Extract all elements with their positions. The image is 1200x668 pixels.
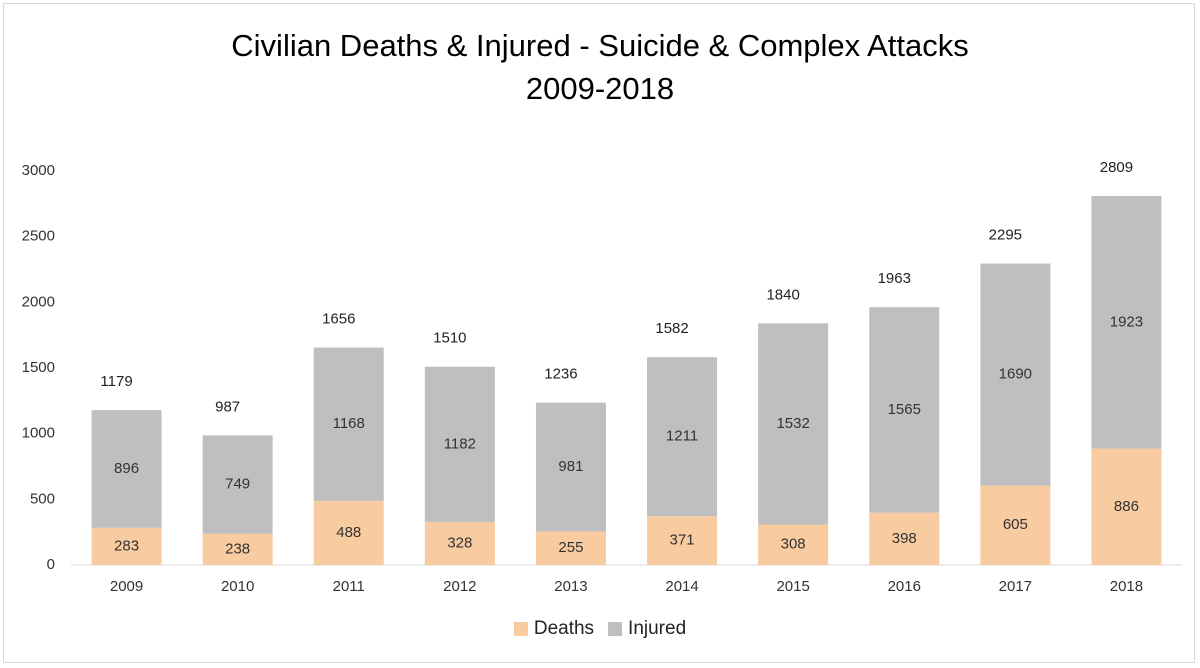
chart-legend: Deaths Injured: [0, 618, 1200, 640]
data-label-injured-2014: 1211: [666, 428, 698, 445]
bar-deaths-2015: [758, 524, 829, 565]
bar-injured-2014: [647, 357, 718, 517]
x-tick-label-2015: 2015: [776, 578, 809, 595]
data-label-injured-2012: 1182: [444, 435, 476, 452]
x-tick-label-2017: 2017: [999, 578, 1032, 595]
data-label-injured-2016: 1565: [888, 401, 921, 418]
data-label-injured-2009: 896: [114, 460, 139, 477]
x-tick-label-2016: 2016: [888, 578, 921, 595]
legend-swatch-injured: [608, 622, 623, 636]
data-label-deaths-2012: 328: [447, 534, 472, 551]
bar-deaths-2016: [869, 512, 940, 565]
total-label-2013: 1236: [544, 366, 577, 383]
bar-deaths-2018: [1091, 448, 1162, 565]
bar-injured-2009: [91, 410, 162, 528]
data-label-injured-2015: 1532: [776, 415, 809, 432]
total-label-2014: 1582: [655, 320, 688, 337]
x-tick-label-2014: 2014: [665, 578, 698, 595]
data-label-deaths-2018: 886: [1114, 498, 1139, 515]
x-tick-label-2009: 2009: [110, 578, 143, 595]
x-tick-label-2010: 2010: [221, 578, 254, 595]
bar-injured-2011: [313, 347, 384, 501]
x-tick-label-2011: 2011: [333, 578, 365, 595]
data-label-injured-2013: 981: [558, 458, 583, 475]
legend-item-injured: Injured: [608, 618, 686, 640]
bar-deaths-2013: [535, 531, 606, 565]
y-tick-label: 2500: [22, 228, 55, 245]
data-label-deaths-2016: 398: [892, 530, 917, 547]
y-tick-label: 500: [30, 490, 55, 507]
total-label-2011: 1656: [322, 310, 355, 327]
chart-title: Civilian Deaths & Injured - Suicide & Co…: [231, 28, 969, 63]
total-label-2009: 1179: [100, 373, 132, 390]
bar-deaths-2010: [202, 533, 273, 565]
bar-injured-2012: [424, 366, 495, 522]
data-label-deaths-2010: 238: [225, 540, 250, 557]
bar-deaths-2014: [647, 516, 718, 565]
y-tick-label: 1000: [22, 425, 55, 442]
data-label-deaths-2011: 488: [336, 524, 361, 541]
total-label-2012: 1510: [433, 330, 466, 347]
total-label-2018: 2809: [1100, 159, 1133, 176]
bar-injured-2010: [202, 435, 273, 534]
bar-injured-2013: [535, 402, 606, 532]
data-label-deaths-2013: 255: [558, 539, 583, 556]
bar-deaths-2009: [91, 527, 162, 565]
y-tick-label: 1500: [22, 359, 55, 376]
bar-injured-2017: [980, 263, 1051, 486]
chart-subtitle: 2009-2018: [525, 71, 675, 106]
total-label-2017: 2295: [989, 227, 1022, 244]
bar-deaths-2011: [313, 500, 384, 565]
legend-label-injured: Injured: [628, 618, 687, 639]
bar-deaths-2017: [980, 485, 1051, 565]
x-tick-label-2013: 2013: [554, 578, 587, 595]
legend-swatch-deaths: [513, 622, 528, 636]
bar-deaths-2012: [424, 521, 495, 565]
legend-label-deaths: Deaths: [533, 618, 595, 639]
data-label-injured-2011: 1168: [333, 415, 365, 432]
data-label-injured-2017: 1690: [999, 366, 1032, 383]
x-tick-label-2012: 2012: [443, 578, 476, 595]
total-label-2010: 987: [215, 398, 240, 415]
y-tick-label: 3000: [22, 162, 55, 179]
data-label-injured-2010: 749: [225, 476, 250, 493]
y-tick-label: 2000: [22, 293, 55, 310]
data-label-deaths-2014: 371: [670, 532, 695, 549]
total-label-2015: 1840: [766, 286, 799, 303]
bar-injured-2016: [869, 307, 940, 513]
total-label-2016: 1963: [878, 270, 911, 287]
data-label-injured-2018: 1923: [1110, 313, 1143, 330]
legend-item-deaths: Deaths: [513, 618, 595, 640]
y-tick-label: 0: [47, 556, 55, 573]
data-label-deaths-2009: 283: [114, 537, 139, 554]
data-label-deaths-2015: 308: [781, 536, 806, 553]
bar-injured-2018: [1091, 196, 1162, 449]
bar-injured-2015: [758, 323, 829, 525]
data-label-deaths-2017: 605: [1003, 516, 1028, 533]
x-tick-label-2018: 2018: [1110, 578, 1143, 595]
